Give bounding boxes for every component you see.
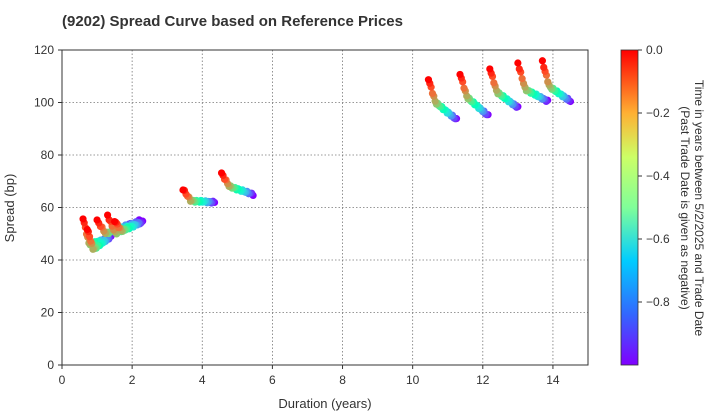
data-point [460, 84, 468, 92]
colorbar-tick-label: −0.2 [646, 106, 670, 120]
x-tick-label: 12 [476, 373, 490, 387]
data-point [515, 65, 523, 73]
grid-lines [62, 50, 588, 365]
y-tick-label: 120 [34, 43, 54, 57]
data-point [540, 63, 548, 71]
y-tick-label: 80 [41, 148, 55, 162]
x-tick-label: 6 [269, 373, 276, 387]
data-point [179, 186, 187, 194]
colorbar-label-line1: Time in years between 5/2/2025 and Trade… [692, 80, 706, 337]
chart-title: (9202) Spread Curve based on Reference P… [62, 13, 403, 30]
colorbar-tick-label: −0.6 [646, 232, 670, 246]
x-tick-label: 0 [59, 373, 66, 387]
y-tick-label: 100 [34, 96, 54, 110]
data-point [217, 169, 226, 177]
x-axis-label: Duration (years) [278, 396, 371, 411]
y-tick-label: 20 [41, 306, 55, 320]
colorbar-tick-label: 0.0 [646, 43, 663, 57]
scatter-points [79, 57, 575, 253]
data-point [424, 76, 433, 84]
data-point [514, 59, 522, 67]
y-tick-label: 40 [41, 253, 55, 267]
colorbar-ticks: 0.0 −0.2 −0.4 −0.6 −0.8 [638, 43, 670, 309]
data-point [89, 245, 97, 253]
x-tick-label: 2 [129, 373, 136, 387]
axis-ticks: 0 2 4 6 8 10 12 14 0 20 40 60 80 100 120 [34, 43, 560, 387]
data-point [428, 89, 437, 98]
data-point [486, 65, 494, 73]
data-point [111, 217, 119, 226]
y-tick-label: 0 [47, 358, 54, 372]
data-point [93, 216, 101, 224]
data-point [456, 70, 464, 79]
colorbar-tick-label: −0.8 [646, 295, 670, 309]
data-point [79, 215, 87, 223]
y-axis-label: Spread (bp) [2, 174, 17, 243]
data-point [83, 225, 91, 234]
x-tick-label: 4 [199, 373, 206, 387]
data-point [538, 57, 547, 65]
x-tick-label: 14 [546, 373, 560, 387]
y-tick-label: 60 [41, 201, 55, 215]
data-point [103, 211, 112, 219]
colorbar-label-line2: (Past Trade Date is given as negative) [678, 106, 692, 309]
x-tick-label: 8 [339, 373, 346, 387]
colorbar [620, 49, 639, 366]
colorbar-tick-label: −0.4 [646, 169, 670, 183]
x-tick-label: 10 [406, 373, 420, 387]
data-point [490, 79, 498, 87]
data-point [518, 75, 526, 83]
data-point [544, 78, 552, 86]
